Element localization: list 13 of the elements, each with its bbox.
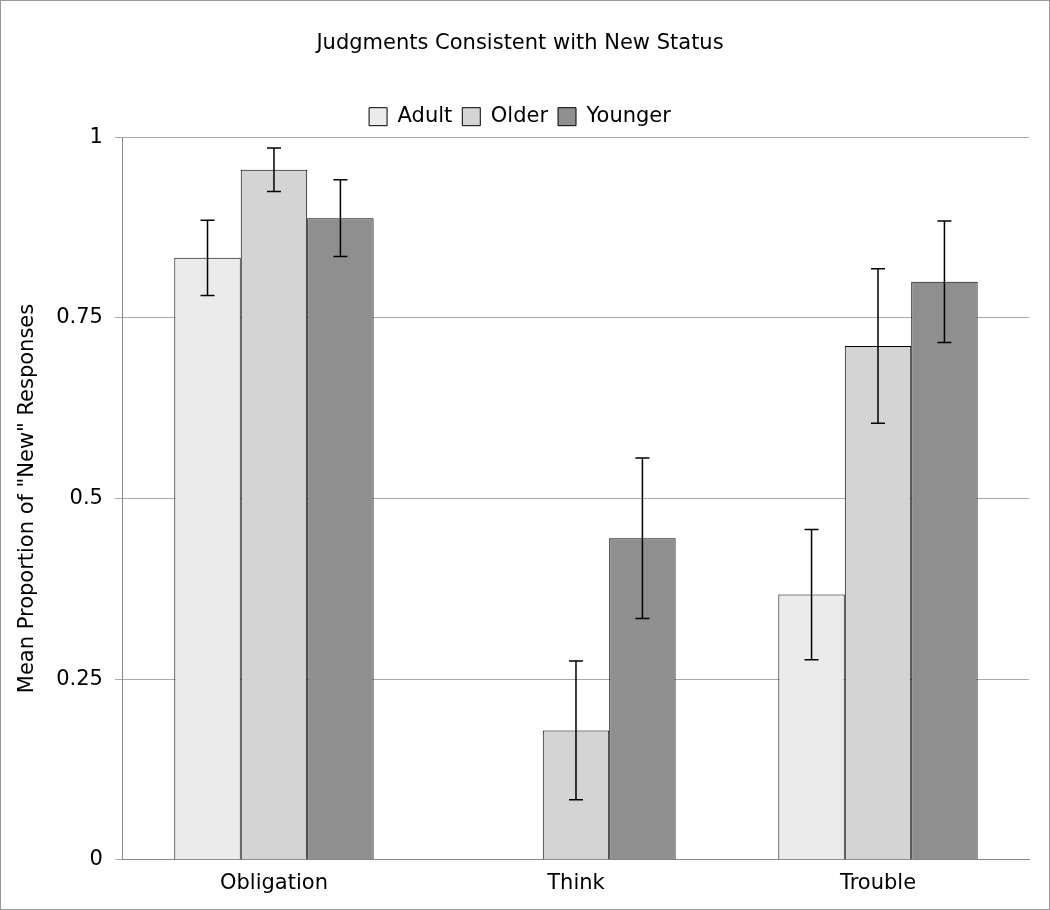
y-tick-label: 0.75 [56,304,103,329]
x-tick-label: Think [546,869,606,894]
y-tick-label: 0 [89,846,103,871]
y-tick-label: 0.5 [69,484,103,509]
chart-title: Judgments Consistent with New Status [314,30,724,55]
legend-label: Adult [397,103,453,128]
y-tick-label: 0.25 [56,665,103,690]
legend-label: Older [490,103,549,128]
y-axis-title: Mean Proportion of "New" Responses [14,303,39,694]
y-tick-label: 1 [89,123,103,148]
legend-label: Younger [585,103,672,128]
x-tick-label: Obligation [219,869,328,894]
x-tick-label: Trouble [838,869,917,894]
